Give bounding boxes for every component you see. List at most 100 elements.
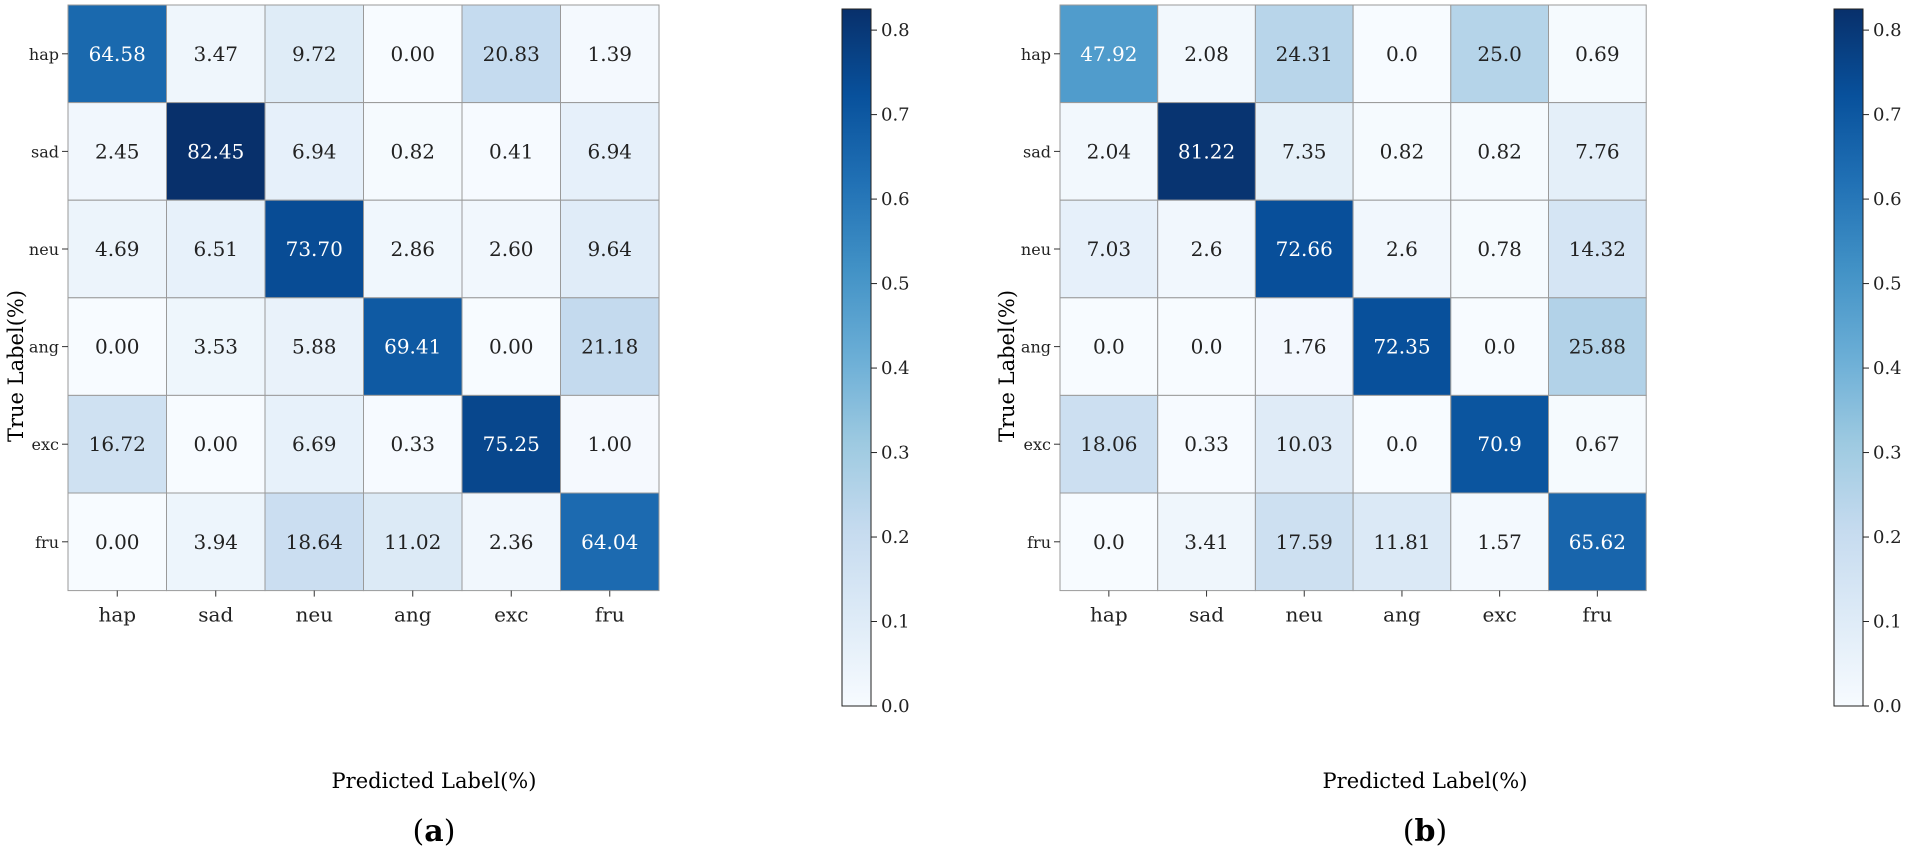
heatmap-cell [1450,4,1550,104]
colorbar-tick-label: 0.8 [1873,20,1902,41]
x-tick-label: neu [1285,603,1323,627]
colorbar-tick-label: 0.7 [1873,105,1902,126]
x-tick-labels: hap sad neu ang exc fru [98,590,625,627]
colorbar-tick-label: 0.6 [881,189,910,210]
heatmap-cell [67,394,167,494]
cell-value-label: 0.00 [95,530,140,554]
panel-caption: (a) [413,814,456,849]
heatmap-cell [166,102,266,201]
x-tick-label: sad [198,603,233,627]
heatmap-cell [1254,199,1354,299]
cell-value-label: 3.47 [193,42,238,66]
heatmap-cell [461,4,561,104]
cell-value-label: 3.41 [1184,530,1229,554]
heatmap-cell [1352,199,1452,299]
x-axis-label: Predicted Label(%) [332,769,537,793]
cell-value-label: 2.6 [1386,237,1418,261]
heatmap-cell [1059,199,1159,299]
heatmap-cell [1548,102,1647,201]
heatmap-cell [1450,297,1550,396]
cell-value-label: 6.94 [587,139,632,163]
cell-value-label: 69.41 [384,335,441,359]
heatmap-cell [67,199,167,299]
panel-caption: (b) [1403,814,1447,849]
cell-value-label: 2.60 [489,237,534,261]
cell-value-label: 6.69 [292,432,337,456]
heatmap-cell [1254,102,1354,201]
y-tick-label: ang [29,338,59,357]
cell-value-label: 14.32 [1569,237,1626,261]
cell-value-label: 0.82 [1477,139,1522,163]
heatmap-cell [1352,492,1452,592]
x-tick-label: hap [1090,603,1128,627]
heatmap-cell [1450,394,1550,494]
x-tick-label: ang [1383,603,1421,627]
heatmap-cell [1548,199,1647,299]
cell-value-label: 0.33 [390,432,435,456]
colorbar-tick-label: 0.8 [881,20,910,41]
cell-value-label: 70.9 [1477,432,1522,456]
heatmap-cell [1352,4,1452,104]
cell-value-label: 72.35 [1373,335,1430,359]
x-tick-label: ang [394,603,432,627]
cell-value-label: 20.83 [483,42,540,66]
heatmap-cell [67,4,167,104]
heatmap-cell [560,492,660,592]
cell-value-label: 25.0 [1477,42,1522,66]
y-axis-label: True Label(%) [4,290,28,442]
cell-value-label: 25.88 [1569,335,1626,359]
heatmap-cell [1254,394,1354,494]
cell-value-label: 0.0 [1484,335,1516,359]
heatmap-cell [560,4,660,104]
cell-value-label: 47.92 [1080,42,1137,66]
y-tick-label: hap [1021,45,1051,64]
cell-value-label: 0.0 [1386,42,1418,66]
x-tick-labels: hap sad neu ang exc fru [1090,590,1612,627]
cell-value-label: 6.51 [193,237,238,261]
cell-value-label: 72.66 [1276,237,1333,261]
y-tick-label: sad [31,142,59,161]
colorbar-tick-label: 0.3 [1873,443,1902,464]
y-tick-label: exc [1024,435,1051,454]
cell-value-label: 18.06 [1080,432,1137,456]
cell-value-label: 2.04 [1087,139,1132,163]
cell-value-label: 3.94 [193,530,238,554]
heatmap-cell [264,199,364,299]
cell-value-label: 75.25 [483,432,540,456]
heatmap-panel-a: 64.58 3.47 9.72 0.00 20.83 1.39 2.45 82.45 6.94 0… [4,4,910,849]
heatmap-cell [1059,102,1159,201]
cell-value-label: 0.67 [1575,432,1620,456]
cell-value-label: 5.88 [292,335,337,359]
x-tick-label: sad [1189,603,1224,627]
cell-value-label: 0.41 [489,139,534,163]
cell-value-label: 9.72 [292,42,337,66]
heatmap-cell [1352,394,1452,494]
heatmap-cell [1157,492,1256,592]
cell-value-label: 0.00 [390,42,435,66]
heatmap-cell [461,199,561,299]
cell-value-label: 4.69 [95,237,140,261]
cell-value-label: 2.08 [1184,42,1229,66]
heatmap-cell [1059,297,1159,396]
colorbar-tick-label: 0.6 [1873,189,1902,210]
cell-value-label: 73.70 [286,237,343,261]
colorbar-tick-label: 0.1 [1873,612,1902,633]
cell-value-label: 0.0 [1093,335,1125,359]
heatmap-cell [67,297,167,396]
cell-value-label: 0.00 [193,432,238,456]
colorbar-tick-label: 0.2 [881,527,910,548]
colorbar-tick-label: 0.1 [881,612,910,633]
y-tick-labels: hap sad neu ang exc fru [1021,45,1060,552]
cell-value-label: 0.0 [1191,335,1223,359]
heatmap-cell [1157,199,1256,299]
heatmap-panel-b: 47.92 2.08 24.31 0.0 25.0 0.69 2.04 81.22 7.35 0.… [995,4,1902,849]
colorbar: 0.0 0.1 0.2 0.3 0.4 0.5 0.6 0.7 0.8 [841,8,910,717]
cell-value-label: 0.82 [1380,139,1425,163]
heatmap-cell [1548,492,1647,592]
heatmap-cell [560,297,660,396]
heatmap-cell [1548,394,1647,494]
x-tick-label: neu [295,603,333,627]
cell-value-label: 64.58 [89,42,146,66]
cell-value-label: 9.64 [587,237,632,261]
cell-value-label: 2.36 [489,530,534,554]
